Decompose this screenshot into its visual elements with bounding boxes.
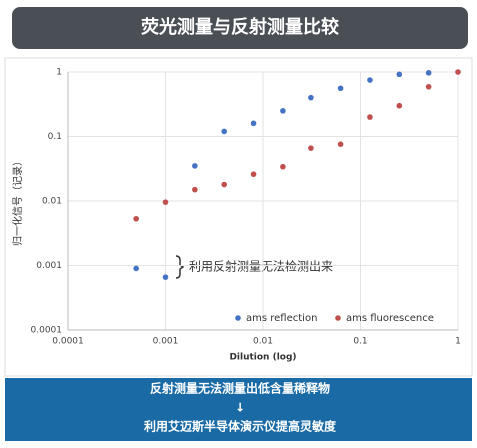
point <box>221 128 228 135</box>
point <box>192 186 198 193</box>
legend-label: ams fluorescence <box>346 313 434 324</box>
point <box>308 145 314 151</box>
point <box>396 102 403 109</box>
point <box>367 114 373 120</box>
point <box>337 141 344 147</box>
y-tick-label: 1 <box>56 68 62 78</box>
point <box>280 163 286 170</box>
point <box>192 163 198 169</box>
footer-box <box>5 378 472 441</box>
y-tick-label: 0.0001 <box>31 326 63 336</box>
footer-line: 反射测量无法测量出低含量稀释物 <box>150 381 330 396</box>
point <box>455 69 461 75</box>
x-axis-label: Dilution (log) <box>229 353 296 363</box>
y-tick-label: 0.001 <box>36 261 62 271</box>
legend-label: ams reflection <box>246 313 317 324</box>
point <box>425 83 432 90</box>
y-axis-label: 归一化信号（记录） <box>11 156 24 246</box>
point <box>280 108 286 114</box>
point <box>162 274 169 280</box>
footer-line: 利用艾迈斯半导体演示仪提高灵敏度 <box>144 419 337 434</box>
point <box>250 171 257 178</box>
point <box>396 71 403 78</box>
point <box>250 120 257 127</box>
point <box>162 199 169 205</box>
x-tick-label: 0.0001 <box>52 337 84 347</box>
x-tick-label: 0.01 <box>253 337 273 347</box>
x-tick-label: 0.001 <box>153 337 179 347</box>
y-tick-label: 0.01 <box>42 197 62 207</box>
point <box>337 85 344 92</box>
legend-marker <box>335 315 341 321</box>
title-banner <box>12 7 468 49</box>
chart-frame <box>4 57 473 377</box>
x-tick-label: 0.1 <box>353 337 367 347</box>
point <box>425 70 432 76</box>
footer-arrow: ↓ <box>235 401 245 415</box>
legend-marker <box>235 315 241 321</box>
point <box>308 94 314 101</box>
point <box>133 265 139 272</box>
y-tick-label: 0.1 <box>48 132 62 142</box>
x-tick-label: 1 <box>455 337 461 347</box>
point <box>221 181 228 188</box>
slide-title: 荧光测量与反射测量比较 <box>141 16 339 38</box>
annotation-bracket <box>175 255 185 279</box>
point <box>367 77 373 83</box>
point <box>133 215 139 222</box>
